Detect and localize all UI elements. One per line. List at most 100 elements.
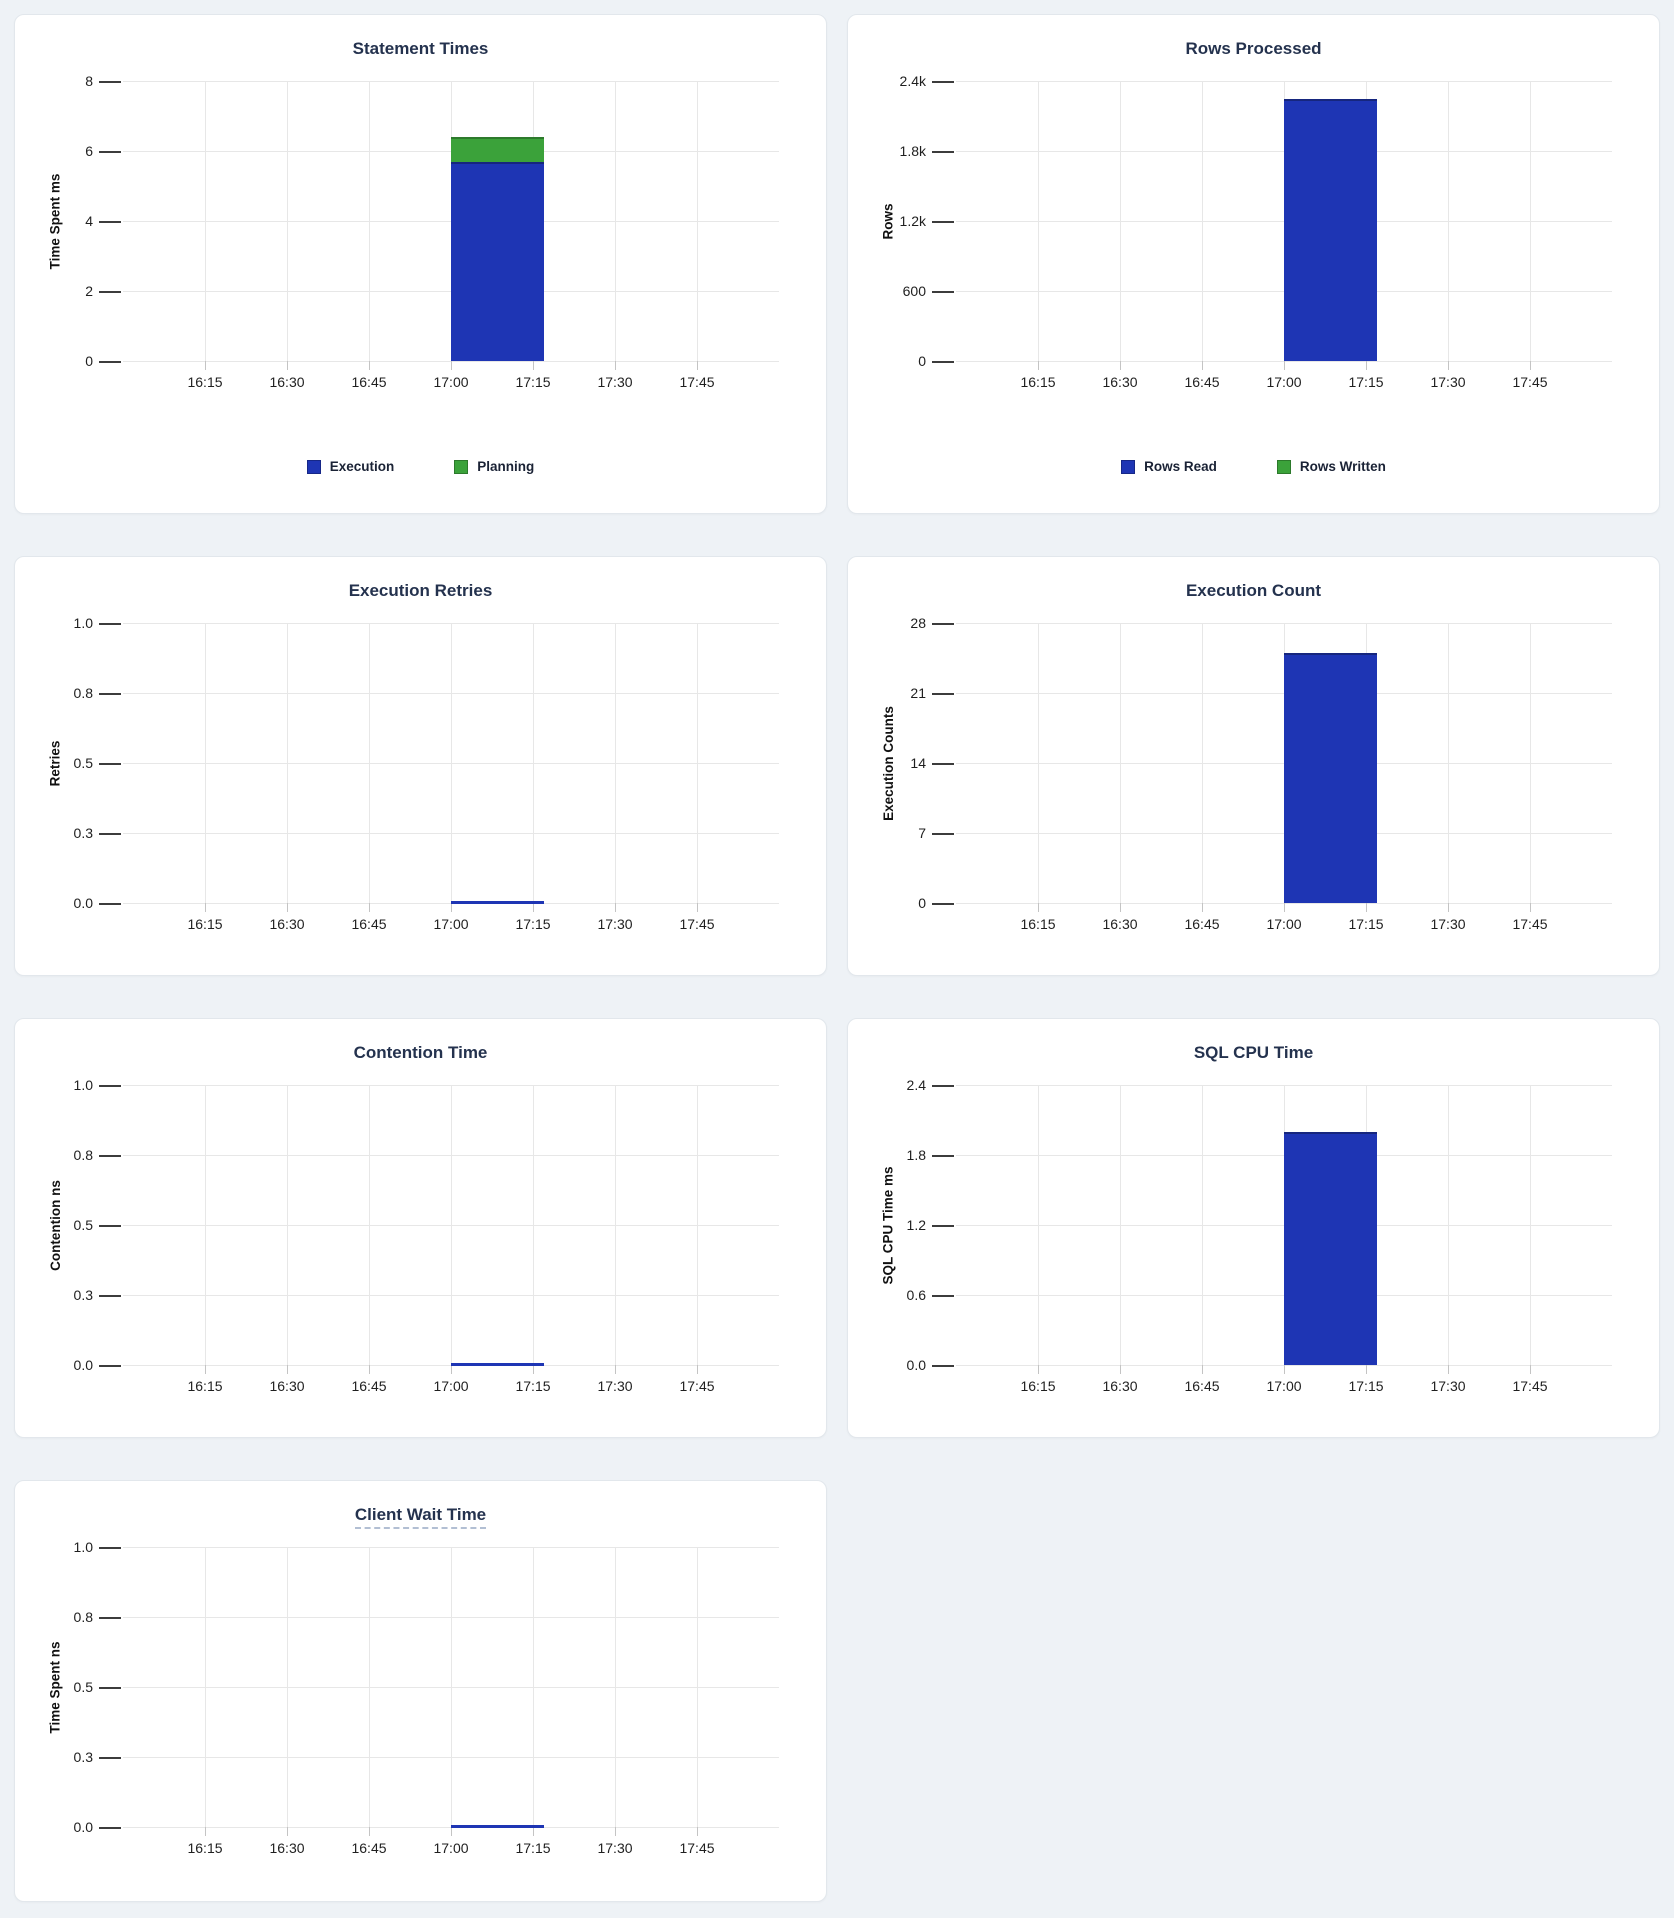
x-tick-mark (533, 1827, 534, 1836)
plot-area[interactable]: 0.0 0.6 1.2 1.8 2.4 16:15 16:30 16:45 17:00 17:15… (907, 1077, 1612, 1394)
x-gridline (451, 1547, 452, 1827)
x-gridline (1530, 81, 1531, 361)
x-tick-mark (369, 1365, 370, 1374)
y-tick-label: 0.0 (906, 1357, 926, 1373)
chart-title-text: Execution Retries (348, 581, 493, 600)
y-tick-mark (99, 762, 121, 765)
chart-panel-statement-times: Statement Times Time Spent ms 0 2 4 6 8 16:15… (14, 14, 827, 514)
x-gridline (1038, 1085, 1039, 1365)
y-axis-label: Rows (880, 202, 896, 240)
x-tick-mark (1284, 361, 1285, 370)
y-tick-label: 0 (918, 895, 926, 911)
plot-area[interactable]: 0 600 1.2k 1.8k 2.4k 16:15 16:30 16:45 17:00 17:1… (900, 73, 1612, 390)
y-tick-mark (99, 1154, 121, 1157)
legend-item-rows-written[interactable]: Rows Written (1276, 459, 1386, 474)
legend-swatch-green (454, 459, 469, 474)
y-tick-mark (932, 762, 954, 765)
y-tick-mark (99, 1084, 121, 1087)
y-tick-label: 1.2 (906, 1217, 926, 1233)
bar-segment-execution[interactable] (451, 161, 544, 361)
x-tick-mark (1366, 903, 1367, 912)
x-tick-mark (1038, 361, 1039, 370)
x-tick-label: 17:30 (1430, 374, 1466, 390)
x-tick-label: 17:30 (1430, 916, 1466, 932)
x-tick-label: 16:30 (269, 1840, 305, 1856)
x-gridline (205, 81, 206, 361)
x-tick-label: 16:30 (1102, 916, 1138, 932)
x-tick-mark (697, 1365, 698, 1374)
bar-segment-rows-read[interactable] (1284, 98, 1377, 361)
x-gridline (697, 623, 698, 903)
plot-area[interactable]: 0.0 0.3 0.5 0.8 1.0 16:15 16:30 16:45 17:00 17:15… (74, 1077, 779, 1394)
x-tick-mark (451, 903, 452, 912)
x-tick-label: 16:45 (1184, 916, 1220, 932)
x-tick-mark (1284, 1365, 1285, 1374)
x-tick-mark (615, 903, 616, 912)
x-tick-label: 17:30 (597, 1378, 633, 1394)
y-tick-mark (99, 1294, 121, 1297)
x-gridline (205, 623, 206, 903)
chart-title-text: Contention Time (353, 1043, 488, 1062)
x-tick-label: 17:15 (1348, 916, 1384, 932)
y-tick-label: 1.0 (73, 1539, 93, 1555)
zero-value-bar[interactable] (451, 1363, 544, 1366)
x-tick-label: 17:00 (1266, 916, 1302, 932)
y-tick-label: 0.0 (73, 1819, 93, 1835)
bar-segment-planning[interactable] (451, 137, 544, 162)
x-tick-mark (1120, 361, 1121, 370)
plot-area[interactable]: 0 7 14 21 28 16:15 16:30 16:45 17:00 17:15 17:30 17… (910, 615, 1612, 932)
x-tick-mark (287, 361, 288, 370)
x-gridline (287, 623, 288, 903)
x-tick-mark (1448, 903, 1449, 912)
plot-area[interactable]: 0.0 0.3 0.5 0.8 1.0 16:15 16:30 16:45 17:00 17:15… (74, 615, 779, 932)
x-tick-mark (451, 1365, 452, 1374)
y-tick-label: 0.0 (73, 895, 93, 911)
zero-value-bar[interactable] (451, 901, 544, 904)
y-tick-mark (99, 832, 121, 835)
bar-segment-sql-cpu-time[interactable] (1284, 1131, 1377, 1365)
y-tick-label: 0.3 (73, 1749, 93, 1765)
legend-item-execution[interactable]: Execution (306, 459, 394, 474)
x-gridline (1530, 623, 1531, 903)
chart-title: SQL CPU Time (848, 1043, 1659, 1063)
x-tick-label: 16:15 (187, 1840, 223, 1856)
plot-area[interactable]: 0 2 4 6 8 16:15 16:30 16:45 17:00 17:15 17:30 17:45 (85, 73, 779, 390)
chart-title: Client Wait Time (15, 1505, 826, 1529)
x-tick-label: 16:45 (351, 1840, 387, 1856)
legend-item-rows-read[interactable]: Rows Read (1121, 459, 1217, 474)
y-tick-mark (932, 1154, 954, 1157)
x-tick-label: 17:00 (433, 1378, 469, 1394)
x-tick-mark (1366, 361, 1367, 370)
y-tick-mark (932, 1364, 954, 1367)
x-gridline (1448, 1085, 1449, 1365)
y-tick-label: 0.5 (73, 1217, 93, 1233)
x-tick-mark (369, 903, 370, 912)
x-tick-label: 17:45 (679, 1840, 715, 1856)
x-gridline (533, 623, 534, 903)
x-gridline (287, 1547, 288, 1827)
legend-label: Planning (477, 459, 535, 474)
x-gridline (615, 81, 616, 361)
chart-title-text[interactable]: Client Wait Time (354, 1505, 487, 1529)
legend-swatch-green (1276, 459, 1291, 474)
y-tick-label: 0.5 (73, 755, 93, 771)
x-tick-mark (205, 1365, 206, 1374)
x-gridline (533, 1085, 534, 1365)
y-tick-label: 8 (85, 73, 93, 89)
x-gridline (369, 1547, 370, 1827)
x-tick-label: 16:15 (1020, 1378, 1056, 1394)
bar-segment-execution-count[interactable] (1284, 653, 1377, 903)
y-axis-label: Contention ns (47, 1179, 63, 1271)
x-tick-label: 16:45 (1184, 374, 1220, 390)
x-gridline (533, 1547, 534, 1827)
plot-area[interactable]: 0.0 0.3 0.5 0.8 1.0 16:15 16:30 16:45 17:00 17:15… (74, 1539, 779, 1856)
x-gridline (615, 1547, 616, 1827)
chart-panel-contention-time: Contention Time Contention ns 0.0 0.3 0.5 0… (14, 1018, 827, 1438)
x-gridline (1448, 81, 1449, 361)
y-tick-label: 7 (918, 825, 926, 841)
x-tick-label: 16:45 (351, 1378, 387, 1394)
y-tick-label: 0.8 (73, 685, 93, 701)
zero-value-bar[interactable] (451, 1825, 544, 1828)
legend-item-planning[interactable]: Planning (454, 459, 534, 474)
x-tick-mark (615, 1827, 616, 1836)
